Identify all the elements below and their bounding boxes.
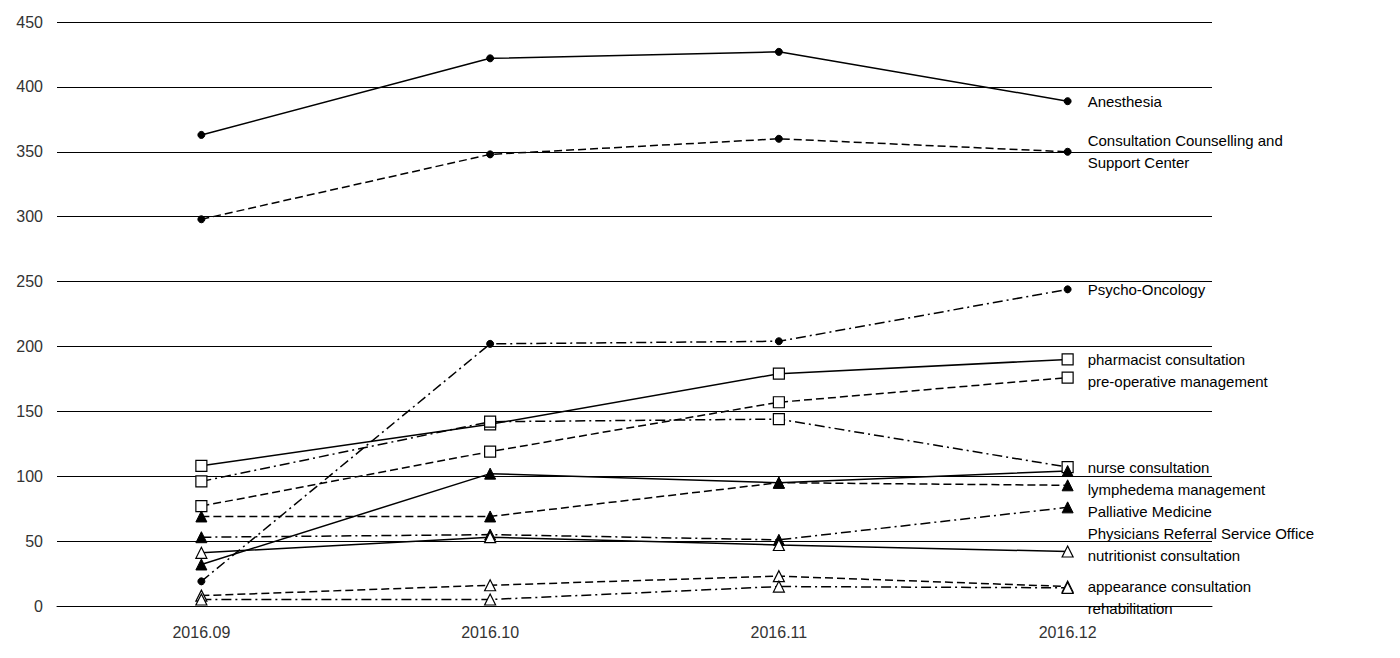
svg-text:2016.11: 2016.11 [751,624,808,641]
svg-text:nutritionist consultation: nutritionist consultation [1088,547,1241,564]
svg-text:400: 400 [16,78,43,95]
svg-text:Palliative Medicine: Palliative Medicine [1088,503,1212,520]
svg-text:Psycho-Oncology: Psycho-Oncology [1088,281,1206,298]
svg-text:0: 0 [34,598,43,615]
svg-text:200: 200 [16,338,43,355]
svg-text:Consultation Counselling and: Consultation Counselling and [1088,132,1287,149]
svg-text:100: 100 [16,468,43,485]
svg-text:appearance consultation: appearance consultation [1088,578,1251,595]
svg-text:2016.10: 2016.10 [461,624,519,641]
svg-text:350: 350 [16,143,43,160]
svg-text:Support Center: Support Center [1088,154,1190,171]
svg-text:nurse consultation: nurse consultation [1088,459,1210,476]
svg-text:2016.12: 2016.12 [1039,624,1097,641]
svg-text:50: 50 [25,533,43,550]
svg-text:rehabilitation: rehabilitation [1088,600,1173,617]
svg-text:Anesthesia: Anesthesia [1088,93,1163,110]
svg-text:150: 150 [16,403,43,420]
svg-text:2016.09: 2016.09 [172,624,230,641]
svg-text:300: 300 [16,208,43,225]
svg-text:lymphedema management: lymphedema management [1088,481,1266,498]
svg-text:450: 450 [16,14,43,31]
svg-text:250: 250 [16,273,43,290]
svg-text:pre-operative management: pre-operative management [1088,373,1269,390]
svg-text:pharmacist consultation: pharmacist consultation [1088,351,1246,368]
svg-text:Physicians Referral Service Of: Physicians Referral Service Office [1088,525,1314,542]
